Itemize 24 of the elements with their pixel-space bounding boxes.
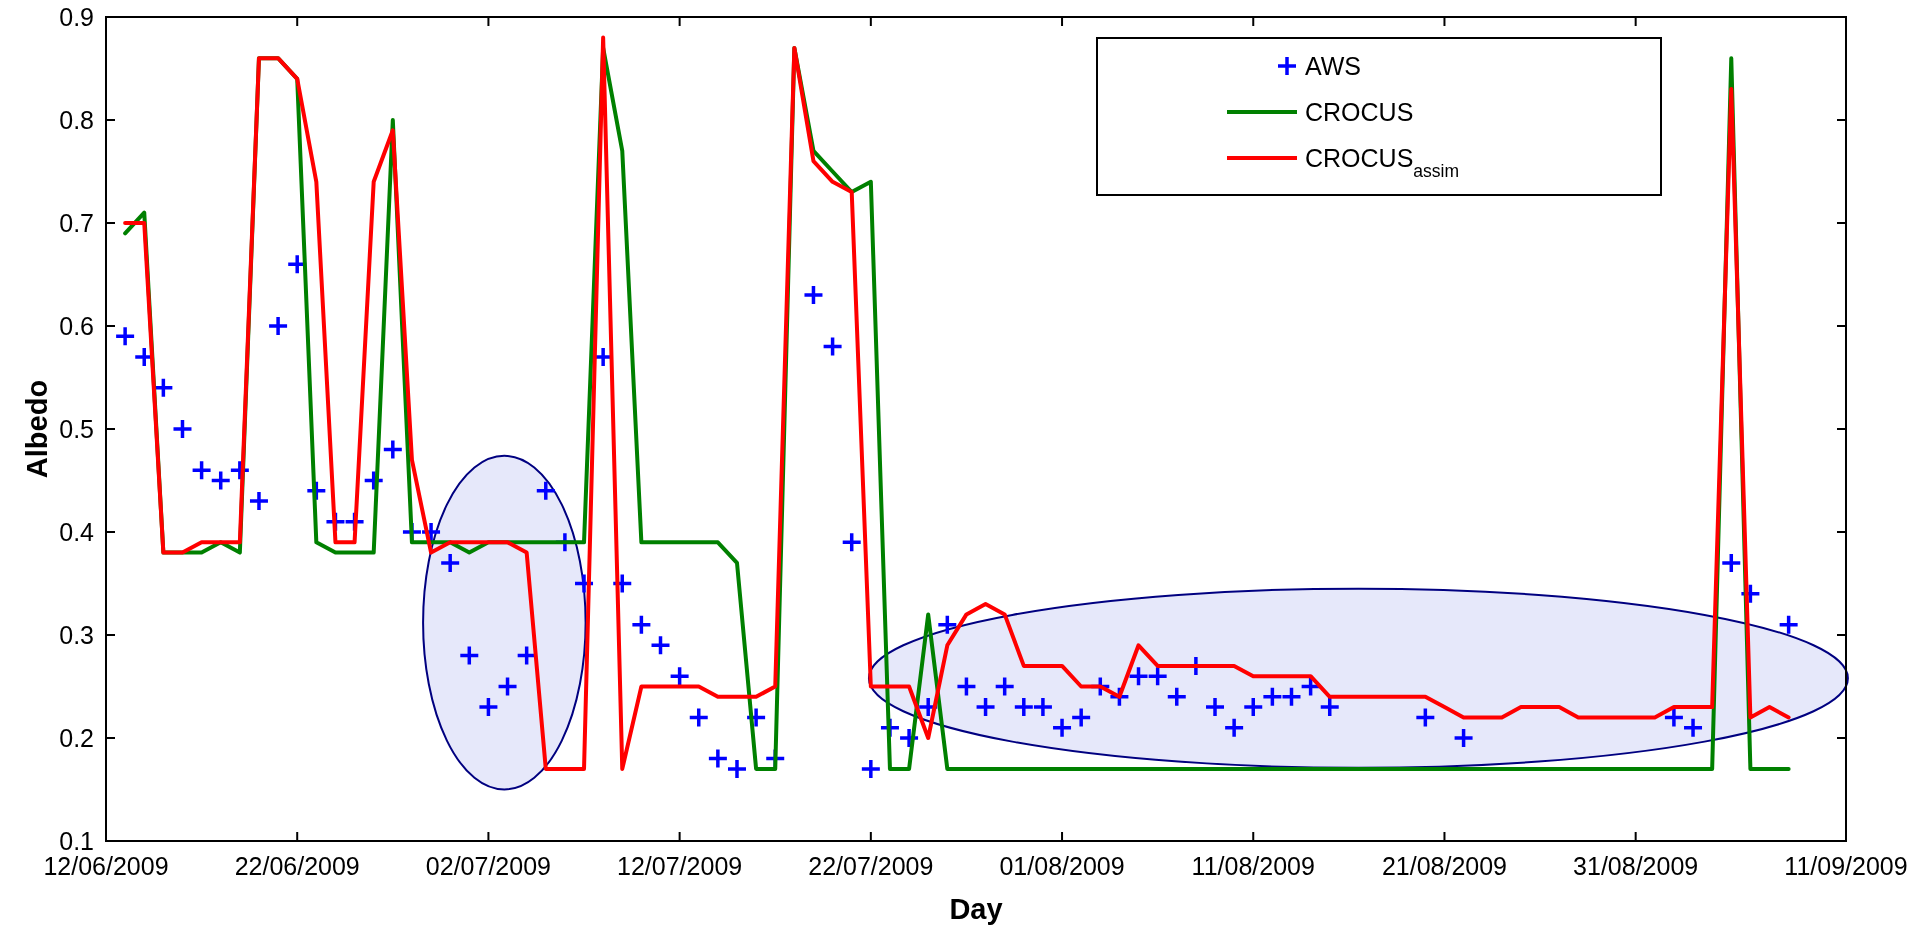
y-tick-label: 0.9 [59, 2, 94, 31]
x-tick-label: 11/08/2009 [1191, 852, 1315, 880]
x-tick-label: 12/07/2009 [617, 852, 743, 880]
y-tick-label: 0.7 [59, 208, 94, 237]
x-tick-label: 21/08/2009 [1381, 852, 1508, 880]
x-tick-label: 12/06/2009 [43, 852, 169, 880]
x-tick-label: 31/08/2009 [1573, 852, 1699, 880]
legend-label: AWS [1305, 51, 1362, 80]
x-tick-label: 01/08/2009 [999, 852, 1125, 880]
x-tick-label: 22/06/2009 [234, 852, 360, 880]
y-tick-label: 0.8 [59, 105, 94, 134]
y-axis-title: Albedo [21, 379, 54, 479]
y-tick-label: 0.3 [59, 620, 94, 649]
x-tick-label: 22/07/2009 [808, 852, 934, 880]
legend-label: CROCUS [1305, 97, 1414, 126]
y-tick-label: 0.5 [59, 414, 94, 443]
x-axis-title: Day [949, 893, 1003, 925]
y-tick-label: 0.1 [59, 826, 94, 855]
y-tick-label: 0.6 [59, 311, 94, 340]
y-tick-label: 0.2 [59, 723, 94, 752]
legend-label: CROCUS$_{assim}$ [1305, 143, 1460, 181]
y-tick-label: 0.4 [59, 517, 95, 546]
x-tick-label: 02/07/2009 [425, 852, 551, 880]
x-tick-label: 11/09/2009 [1784, 852, 1908, 880]
